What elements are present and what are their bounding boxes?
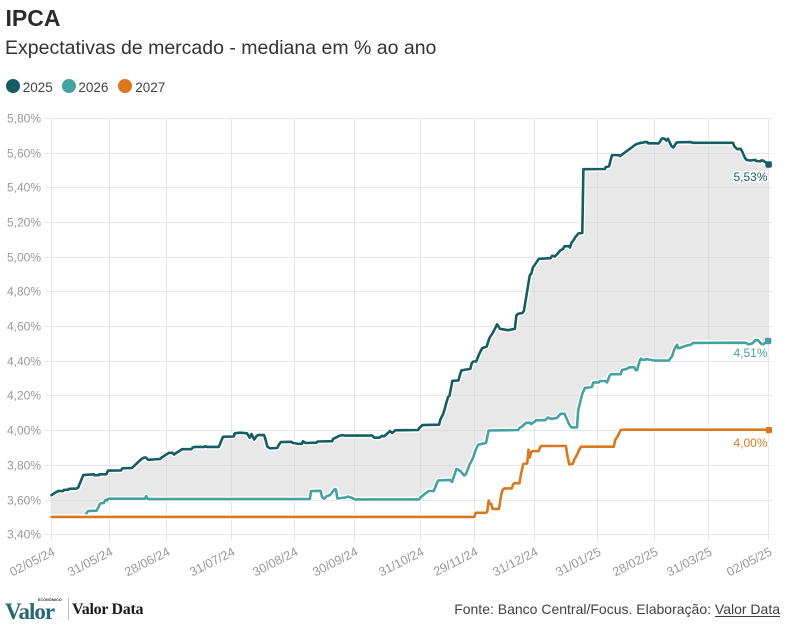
svg-text:4,80%: 4,80% bbox=[7, 285, 41, 299]
svg-text:31/03/25: 31/03/25 bbox=[664, 545, 714, 580]
svg-text:31/05/24: 31/05/24 bbox=[65, 545, 115, 580]
svg-text:28/06/24: 28/06/24 bbox=[122, 545, 172, 580]
svg-text:4,00%: 4,00% bbox=[7, 424, 41, 438]
svg-text:02/05/24: 02/05/24 bbox=[7, 545, 57, 580]
svg-text:5,40%: 5,40% bbox=[7, 181, 41, 195]
svg-text:5,00%: 5,00% bbox=[7, 251, 41, 265]
svg-text:4,00%: 4,00% bbox=[733, 436, 767, 450]
svg-text:30/09/24: 30/09/24 bbox=[310, 545, 360, 580]
svg-text:5,80%: 5,80% bbox=[7, 112, 41, 126]
svg-text:29/11/24: 29/11/24 bbox=[431, 545, 480, 579]
svg-text:4,51%: 4,51% bbox=[733, 346, 767, 360]
svg-text:5,60%: 5,60% bbox=[7, 147, 41, 161]
svg-text:4,20%: 4,20% bbox=[7, 389, 41, 403]
svg-text:3,80%: 3,80% bbox=[7, 459, 41, 473]
svg-text:3,40%: 3,40% bbox=[7, 528, 41, 542]
svg-text:31/01/25: 31/01/25 bbox=[553, 545, 603, 580]
svg-text:4,60%: 4,60% bbox=[7, 320, 41, 334]
svg-text:5,20%: 5,20% bbox=[7, 216, 41, 230]
svg-text:30/08/24: 30/08/24 bbox=[250, 545, 300, 580]
svg-text:4,40%: 4,40% bbox=[7, 355, 41, 369]
svg-text:5,53%: 5,53% bbox=[733, 170, 767, 184]
svg-text:28/02/25: 28/02/25 bbox=[610, 545, 660, 580]
svg-text:02/05/25: 02/05/25 bbox=[724, 545, 774, 580]
svg-text:3,60%: 3,60% bbox=[7, 494, 41, 508]
svg-text:31/12/24: 31/12/24 bbox=[490, 545, 540, 580]
svg-text:31/07/24: 31/07/24 bbox=[187, 545, 237, 580]
svg-text:31/10/24: 31/10/24 bbox=[376, 545, 426, 580]
